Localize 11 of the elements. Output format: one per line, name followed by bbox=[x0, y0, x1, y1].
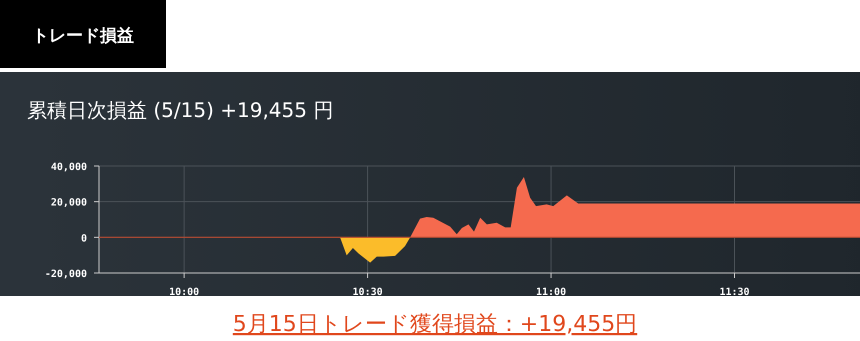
y-tick-label: 0 bbox=[80, 233, 87, 244]
x-tick-label: 10:30 bbox=[352, 287, 383, 298]
y-tick-label: 20,000 bbox=[50, 198, 87, 209]
chart-title: トレード損益 bbox=[32, 26, 134, 46]
x-tick-label: 11:00 bbox=[536, 287, 566, 298]
x-tick-label: 11:30 bbox=[719, 287, 750, 298]
text: 5月15日トレード獲得損益：+19,455円 bbox=[232, 312, 638, 337]
y-tick-label: -20,000 bbox=[44, 269, 87, 280]
chart-subtitle: 累積日次損益 (5/15) +19,455 円 bbox=[27, 98, 334, 122]
y-tick-label: 40,000 bbox=[50, 162, 87, 173]
x-tick-label: 10:00 bbox=[169, 287, 200, 298]
